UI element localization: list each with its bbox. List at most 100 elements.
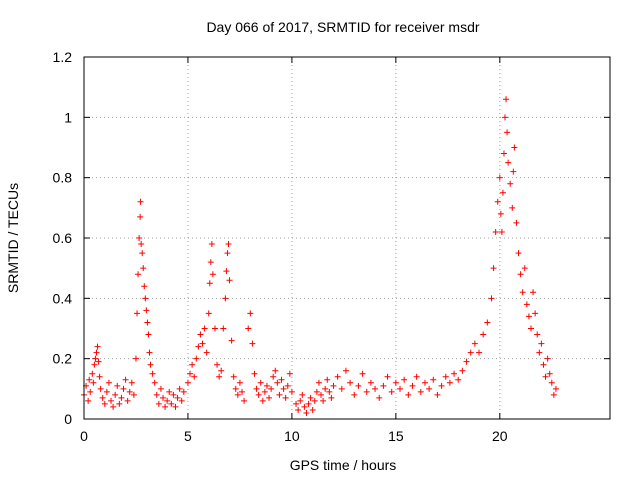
data-point xyxy=(206,280,213,287)
data-point xyxy=(311,397,318,404)
data-point xyxy=(463,358,470,365)
chart-title: Day 066 of 2017, SRMTID for receiver msd… xyxy=(206,19,479,35)
data-point xyxy=(118,394,125,401)
data-point xyxy=(295,406,302,413)
data-point xyxy=(155,400,162,407)
data-point xyxy=(530,289,537,296)
data-point xyxy=(548,379,555,386)
data-point xyxy=(199,340,206,347)
y-tick-label: 1 xyxy=(64,109,72,125)
data-point xyxy=(124,397,131,404)
data-point xyxy=(89,370,96,377)
data-point xyxy=(96,373,103,380)
data-point xyxy=(438,382,445,389)
data-point xyxy=(442,373,449,380)
data-point xyxy=(191,373,198,380)
data-point xyxy=(95,358,102,365)
data-point xyxy=(502,114,509,121)
x-tick-label: 15 xyxy=(388,428,404,444)
data-point xyxy=(284,382,291,389)
data-point xyxy=(232,385,239,392)
data-point xyxy=(149,370,156,377)
data-point xyxy=(417,388,424,395)
data-point xyxy=(140,265,147,272)
data-point xyxy=(90,379,97,386)
data-point xyxy=(94,343,101,350)
data-point xyxy=(234,391,241,398)
x-tick-label: 20 xyxy=(492,428,508,444)
data-point xyxy=(384,373,391,380)
data-point xyxy=(351,391,358,398)
data-point xyxy=(334,373,341,380)
data-point xyxy=(286,370,293,377)
data-point xyxy=(315,379,322,386)
data-point xyxy=(546,370,553,377)
data-point xyxy=(214,361,221,368)
data-point xyxy=(193,355,200,362)
data-point xyxy=(359,370,366,377)
data-point xyxy=(137,213,144,220)
data-point xyxy=(110,403,117,410)
y-tick-label: 0.8 xyxy=(53,170,73,186)
data-point xyxy=(505,159,512,166)
data-point xyxy=(293,400,300,407)
x-axis-label: GPS time / hours xyxy=(290,457,397,473)
data-point xyxy=(172,403,179,410)
data-point xyxy=(236,379,243,386)
data-point xyxy=(496,174,503,181)
data-point xyxy=(166,388,173,395)
data-point xyxy=(128,379,135,386)
data-point xyxy=(180,388,187,395)
data-point xyxy=(146,349,153,356)
data-point xyxy=(137,198,144,205)
data-point xyxy=(126,388,133,395)
data-point xyxy=(550,391,557,398)
data-point xyxy=(241,397,248,404)
data-point xyxy=(253,385,260,392)
data-point xyxy=(274,379,281,386)
data-point xyxy=(101,400,108,407)
data-point xyxy=(205,310,212,317)
data-point xyxy=(322,385,329,392)
data-point xyxy=(405,391,412,398)
data-point xyxy=(540,361,547,368)
data-point xyxy=(471,340,478,347)
data-point xyxy=(99,394,106,401)
data-point xyxy=(223,268,230,275)
data-point xyxy=(228,337,235,344)
data-point xyxy=(488,295,495,302)
data-point xyxy=(513,219,520,226)
data-point xyxy=(136,235,143,241)
data-point xyxy=(521,265,528,272)
data-point xyxy=(503,96,510,103)
data-point xyxy=(497,210,504,217)
data-point xyxy=(195,343,202,350)
data-point xyxy=(511,144,518,151)
data-point xyxy=(220,325,227,332)
data-point xyxy=(330,382,337,389)
data-point xyxy=(226,277,233,284)
data-point xyxy=(270,373,277,380)
data-point xyxy=(542,373,549,380)
data-point xyxy=(141,283,148,290)
data-point xyxy=(509,204,516,211)
data-point xyxy=(134,310,141,317)
data-point xyxy=(170,391,177,398)
data-point xyxy=(409,382,416,389)
x-tick-label: 10 xyxy=(284,428,300,444)
data-point xyxy=(326,388,333,395)
data-point xyxy=(138,241,145,248)
data-point xyxy=(507,180,514,187)
data-point xyxy=(224,250,231,257)
data-point xyxy=(347,379,354,386)
data-point xyxy=(218,367,225,374)
data-point xyxy=(122,376,129,383)
data-point xyxy=(299,391,306,398)
data-point xyxy=(434,391,441,398)
data-point xyxy=(187,370,194,377)
tick-layer: 0 5 10 15 20 0 0.2 0.4 0.6 0.8 1 1.2 xyxy=(53,49,610,444)
data-point xyxy=(230,373,237,380)
y-tick-label: 0.6 xyxy=(53,230,73,246)
data-point xyxy=(297,397,304,404)
data-point xyxy=(519,289,526,296)
